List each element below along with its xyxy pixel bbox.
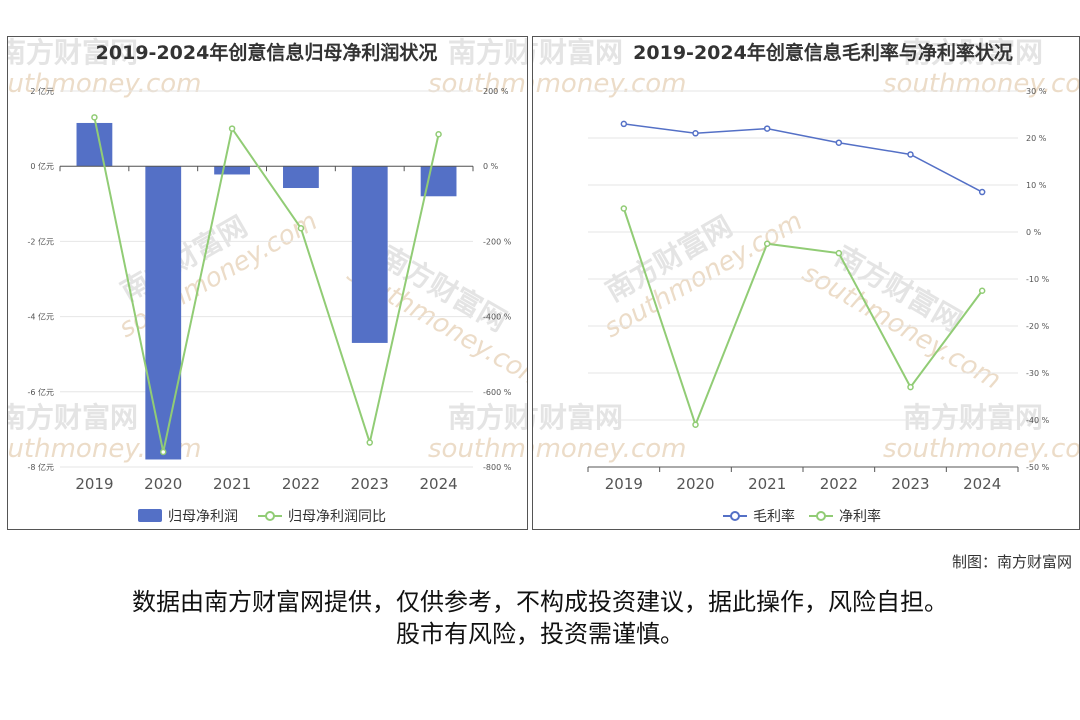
y-right-tick-label: -600 % xyxy=(483,388,512,397)
watermark-en: southmoney.com xyxy=(428,69,527,99)
y-left-tick-label: -2 亿元 xyxy=(27,236,54,246)
y-left-tick-label: 2 亿元 xyxy=(30,86,54,96)
point-gross-margin xyxy=(692,130,699,137)
y-right-tick-label: 0 % xyxy=(483,162,499,171)
legend-label-gross-margin: 毛利率 xyxy=(753,508,795,525)
watermark-cn: 南方财富网 xyxy=(448,401,527,434)
y-left-tick-label: -4 亿元 xyxy=(27,312,54,322)
x-tick-label: 2022 xyxy=(820,475,858,493)
point-net-margin xyxy=(763,240,771,247)
y-right-tick-label: -50 % xyxy=(1026,463,1050,472)
y-right-tick-label: -40 % xyxy=(1026,416,1050,425)
point-net-margin xyxy=(907,383,914,391)
x-tick-label: 2019 xyxy=(75,475,113,493)
watermark-cn: 南方财富网 xyxy=(533,37,623,69)
series-line-net-margin xyxy=(622,208,983,428)
x-tick-label: 2023 xyxy=(891,475,929,493)
y-right-tick-label: -200 % xyxy=(483,237,512,246)
legend-marker-gross-margin xyxy=(730,511,740,521)
watermark-en: southmoney.com xyxy=(883,69,1079,99)
legend-label-net-margin: 净利率 xyxy=(839,508,881,525)
y-right-tick-label: -30 % xyxy=(1026,369,1050,378)
y-left-tick-label: -8 亿元 xyxy=(27,462,54,472)
point-net-margin xyxy=(978,287,986,294)
legend-marker-yoy xyxy=(265,511,275,521)
x-tick-label: 2024 xyxy=(963,475,1001,493)
watermark-cn: 南方财富网 xyxy=(533,401,623,434)
point-yoy xyxy=(228,125,236,132)
y-right-tick-label: 0 % xyxy=(1026,228,1042,237)
y-right-tick-label: 30 % xyxy=(1026,87,1047,96)
point-net-margin xyxy=(620,205,628,212)
point-gross-margin xyxy=(620,120,628,128)
bar-net-profit xyxy=(76,122,113,167)
x-tick-label: 2020 xyxy=(144,475,182,493)
chart-credit: 制图：南方财富网 xyxy=(951,553,1072,571)
y-left-tick-label: 0 亿元 xyxy=(30,161,54,171)
disclaimer-line-1: 数据由南方财富网提供，仅供参考，不构成投资建议，据此操作，风险自担。 xyxy=(132,588,948,616)
point-yoy xyxy=(160,448,167,456)
watermark-cn: 南方财富网 xyxy=(8,401,138,434)
watermark-cn: 南方财富网 xyxy=(903,37,1043,69)
point-gross-margin xyxy=(763,125,771,132)
chart-panel-margins: 南方财富网southmoney.com南方财富网southmoney.com南方… xyxy=(463,36,1080,530)
y-right-tick-label: -400 % xyxy=(483,313,512,322)
y-right-tick-label: 10 % xyxy=(1026,181,1047,190)
y-right-tick-label: 20 % xyxy=(1026,134,1047,143)
watermark-cn: 南方财富网 xyxy=(448,37,527,69)
bar-net-profit xyxy=(214,166,250,175)
point-gross-margin xyxy=(978,188,986,196)
y-right-tick-label: -20 % xyxy=(1026,322,1050,331)
point-yoy xyxy=(297,224,305,232)
watermark-en: southmoney.com xyxy=(533,69,686,99)
series-line-gross-margin xyxy=(623,123,983,193)
y-right-tick-label: 200 % xyxy=(483,87,509,96)
watermark-en: southmoney.com xyxy=(883,434,1079,464)
point-yoy xyxy=(435,130,442,138)
watermark-en: southmoney.com xyxy=(428,434,527,464)
y-right-tick-label: -10 % xyxy=(1026,275,1050,284)
watermark-en: southmoney.com xyxy=(533,434,686,464)
legend-label-yoy: 归母净利润同比 xyxy=(288,508,386,525)
margin-chart: 南方财富网southmoney.com南方财富网southmoney.com南方… xyxy=(463,36,1080,525)
point-yoy xyxy=(366,439,373,446)
chart-title: 2019-2024年创意信息归母净利润状况 xyxy=(96,41,438,64)
point-net-margin xyxy=(692,421,699,428)
chart-panel-net-profit: 南方财富网southmoney.com南方财富网southmoney.com南方… xyxy=(0,36,651,530)
bar-net-profit xyxy=(351,166,388,343)
legend-swatch-net-profit xyxy=(138,509,162,522)
x-tick-label: 2019 xyxy=(605,475,643,493)
chart-title: 2019-2024年创意信息毛利率与净利率状况 xyxy=(633,41,1013,64)
net-profit-chart: 南方财富网southmoney.com南方财富网southmoney.com南方… xyxy=(0,36,651,525)
x-tick-label: 2021 xyxy=(213,475,251,493)
legend-label-net-profit: 归母净利润 xyxy=(168,508,238,525)
point-yoy xyxy=(91,114,98,121)
y-left-tick-label: -6 亿元 xyxy=(27,387,54,397)
x-tick-label: 2020 xyxy=(676,475,714,493)
bar-net-profit xyxy=(145,166,182,460)
point-gross-margin xyxy=(907,151,914,158)
bar-net-profit xyxy=(283,166,319,189)
y-right-tick-label: -800 % xyxy=(483,463,512,472)
x-tick-label: 2021 xyxy=(748,475,786,493)
disclaimer-line-2: 股市有风险，投资需谨慎。 xyxy=(396,620,684,648)
legend-marker-net-margin xyxy=(816,511,826,521)
watermark-cn: 南方财富网 xyxy=(903,401,1043,434)
point-gross-margin xyxy=(835,139,843,146)
x-tick-label: 2024 xyxy=(419,475,457,493)
watermark-cn: 南方财富网 xyxy=(8,37,138,69)
x-tick-label: 2022 xyxy=(282,475,320,493)
series-line-yoy xyxy=(93,117,440,453)
point-net-margin xyxy=(835,249,843,257)
x-tick-label: 2023 xyxy=(351,475,389,493)
watermark-en: southmoney.com xyxy=(8,69,201,99)
